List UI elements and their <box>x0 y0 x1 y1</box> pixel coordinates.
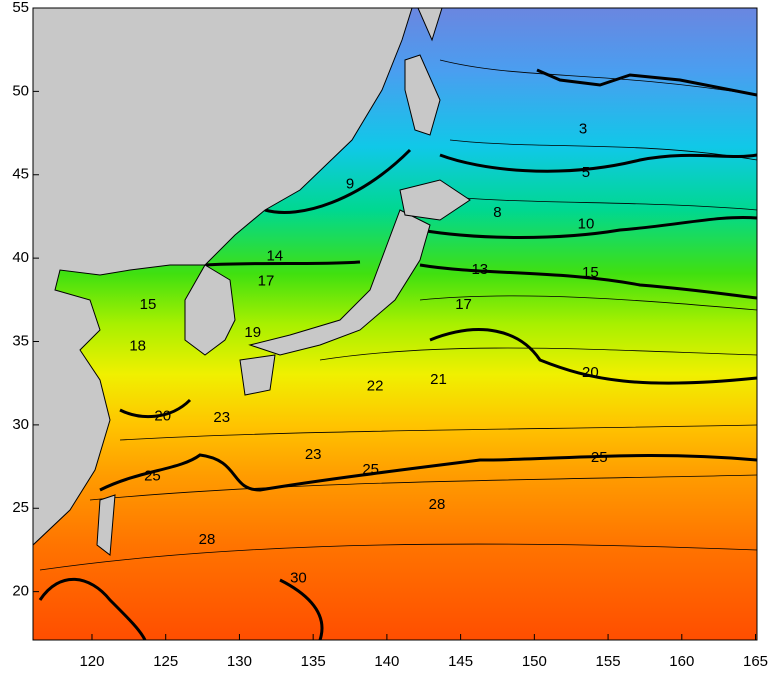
contour-label: 23 <box>213 409 230 426</box>
land <box>33 8 471 556</box>
contour-label: 17 <box>258 272 275 289</box>
x-tick-label: 140 <box>374 653 399 670</box>
x-tick-label: 145 <box>448 653 473 670</box>
contour-label: 23 <box>305 446 322 463</box>
contour-label: 21 <box>430 371 447 388</box>
x-tick-label: 130 <box>227 653 252 670</box>
contour-label: 3 <box>579 121 587 138</box>
contour-label: 15 <box>582 264 599 281</box>
contour-label: 25 <box>144 468 161 485</box>
y-tick-label: 40 <box>12 249 29 266</box>
x-tick-label: 135 <box>301 653 326 670</box>
x-tick-label: 120 <box>79 653 104 670</box>
y-tick-label: 35 <box>12 332 29 349</box>
contour-label: 14 <box>266 247 283 264</box>
contour-label: 13 <box>471 261 488 278</box>
contour-label: 25 <box>591 449 608 466</box>
contour-label: 8 <box>493 204 501 221</box>
y-tick-label: 20 <box>12 583 29 600</box>
x-tick-label: 150 <box>522 653 547 670</box>
contour-label: 20 <box>154 408 171 425</box>
x-tick-label: 125 <box>153 653 178 670</box>
contour-label: 17 <box>455 296 472 313</box>
contour-label: 20 <box>582 364 599 381</box>
overlay: 120 125 130 135 140 145 150 155 160 1652025303540… <box>12 0 768 670</box>
map-area <box>33 8 757 640</box>
y-tick-label: 50 <box>12 82 29 99</box>
contour-label: 25 <box>362 461 379 478</box>
contour-label: 19 <box>244 324 261 341</box>
contour-label: 9 <box>346 176 354 193</box>
frame <box>32 7 758 641</box>
thick-isotherms <box>38 68 757 640</box>
contour-label: 28 <box>429 496 446 513</box>
contour-label: 28 <box>199 531 216 548</box>
contour-label: 18 <box>129 337 146 354</box>
contour-label: 5 <box>582 164 590 181</box>
contour-label: 10 <box>578 216 595 233</box>
contour-label: 30 <box>290 569 307 586</box>
x-tick-label: 160 <box>669 653 694 670</box>
y-tick-label: 55 <box>12 0 29 16</box>
x-tick-label: 155 <box>596 653 621 670</box>
x-tick-label: 165 <box>743 653 768 670</box>
contour-label: 22 <box>367 378 384 395</box>
contour-label: 15 <box>140 296 157 313</box>
y-tick-label: 45 <box>12 166 29 183</box>
y-tick-label: 25 <box>12 499 29 516</box>
y-tick-label: 30 <box>12 416 29 433</box>
